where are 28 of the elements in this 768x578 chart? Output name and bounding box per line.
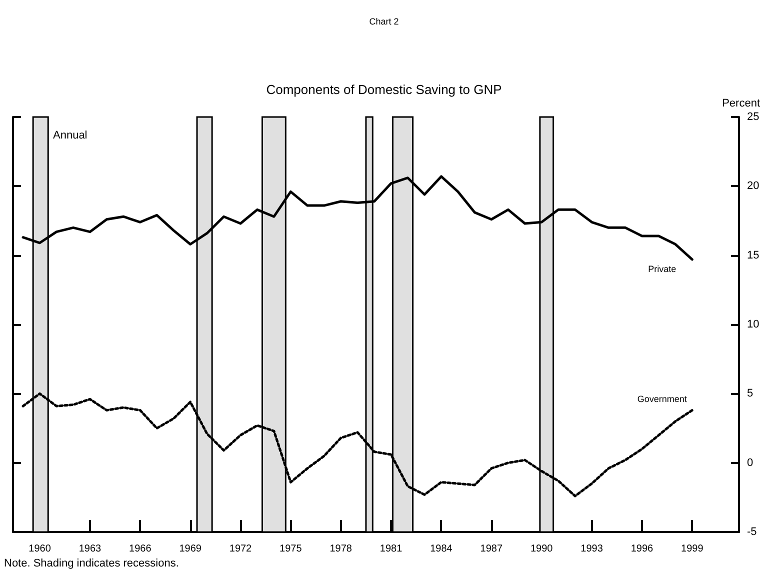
x-tick-label: 1960 [28, 544, 52, 554]
x-tick-label: 1999 [681, 544, 704, 554]
y-axis-title: Percent [722, 98, 760, 110]
x-tick-label: 1984 [430, 544, 453, 554]
y-tick-label: 0 [747, 456, 754, 469]
chart-title: Chart 2 [369, 16, 399, 26]
x-tick-label: 1972 [229, 544, 252, 554]
y-tick-label: -5 [747, 526, 757, 538]
text: Note. Shading indicates recessions. [4, 558, 179, 570]
y-tick-label: 10 [747, 318, 760, 330]
x-tick-label: 1990 [530, 544, 554, 554]
y-tick-label: 5 [747, 388, 754, 400]
x-tick-label: 1978 [330, 544, 352, 554]
x-tick-label: 1969 [179, 544, 202, 554]
series-label: Private [648, 264, 676, 274]
x-tick-label: 1987 [480, 544, 503, 554]
chart-subtitle: Components of Domestic Saving to GNP [266, 82, 502, 97]
y-tick-label: 25 [747, 111, 760, 123]
series-label: Government [637, 394, 688, 404]
x-tick-label: 1981 [380, 544, 403, 554]
x-tick-label: 1996 [630, 544, 654, 554]
x-tick-label: 1975 [280, 544, 302, 554]
y-tick-label: 15 [747, 249, 760, 262]
x-tick-label: 1963 [78, 544, 102, 554]
y-tick-label: 20 [747, 180, 760, 192]
x-tick-label: 1966 [129, 544, 152, 554]
annotation: Annual [53, 130, 88, 142]
x-tick-label: 1993 [580, 544, 604, 554]
